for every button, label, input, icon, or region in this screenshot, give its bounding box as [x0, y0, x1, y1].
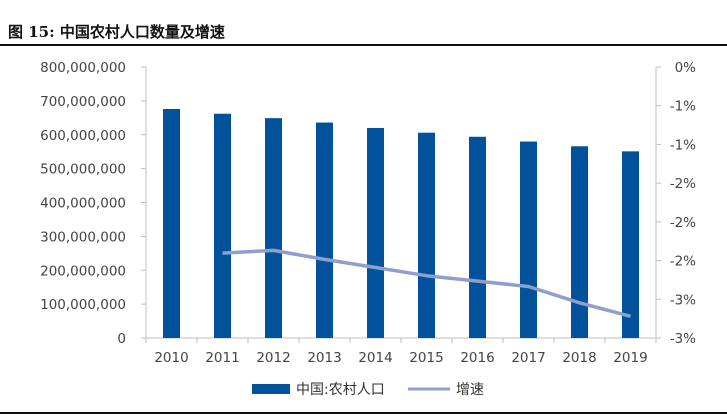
bar-rural-population — [214, 113, 231, 338]
bar-rural-population — [265, 118, 282, 339]
right-tick-label: 0% — [675, 60, 697, 76]
left-tick-label: 700,000,000 — [40, 94, 126, 110]
left-tick-label: 200,000,000 — [40, 263, 126, 279]
legend-label-growth: 增速 — [456, 382, 484, 398]
legend: 中国:农村人口 增速 — [252, 382, 484, 398]
bar-rural-population — [163, 109, 180, 338]
bar-rural-population — [316, 122, 333, 339]
x-tick-label: 2011 — [205, 350, 239, 366]
bar-rural-population — [571, 146, 588, 338]
bar-rural-population — [520, 141, 537, 338]
x-tick-label: 2013 — [307, 350, 341, 366]
growth-line-layer — [222, 248, 631, 318]
right-tick-label: -2% — [670, 254, 696, 270]
right-tick-label: -2% — [670, 176, 696, 192]
bar-rural-population — [367, 127, 384, 338]
left-tick-label: 100,000,000 — [40, 297, 126, 313]
x-tick-label: 2010 — [154, 350, 188, 366]
tick-labels: 800,000,000 700,000,000 600,000,000 500,000… — [40, 60, 696, 366]
left-tick-label: 800,000,000 — [40, 60, 126, 76]
bar-rural-population — [418, 132, 435, 338]
x-tick-label: 2012 — [256, 350, 290, 366]
left-tick-label: 400,000,000 — [40, 196, 126, 212]
x-tick-label: 2017 — [511, 350, 545, 366]
x-tick-label: 2014 — [358, 350, 392, 366]
legend-label-rural-population: 中国:农村人口 — [296, 382, 385, 398]
left-tick-label: 300,000,000 — [40, 229, 126, 245]
figure-title: 图 15: 中国农村人口数量及增速 — [8, 23, 225, 41]
bar-rural-population — [469, 136, 486, 338]
title-rule — [0, 44, 727, 46]
bottom-rule — [0, 412, 727, 414]
right-tick-label: -1% — [670, 99, 696, 115]
right-tick-label: -2% — [670, 215, 696, 231]
legend-swatch-rural-population — [252, 384, 290, 394]
x-tick-label: 2015 — [409, 350, 443, 366]
right-tick-label: -3% — [670, 331, 696, 347]
x-tick-label: 2016 — [460, 350, 494, 366]
left-tick-label: 600,000,000 — [40, 128, 126, 144]
left-tick-label: 0 — [117, 331, 126, 347]
bar-rural-population — [622, 151, 639, 338]
right-tick-label: -1% — [670, 137, 696, 153]
x-tick-label: 2019 — [613, 350, 647, 366]
x-tick-label: 2018 — [562, 350, 596, 366]
bars — [163, 109, 639, 339]
left-tick-label: 500,000,000 — [40, 162, 126, 178]
growth-line — [222, 248, 631, 318]
right-tick-label: -3% — [670, 292, 696, 308]
